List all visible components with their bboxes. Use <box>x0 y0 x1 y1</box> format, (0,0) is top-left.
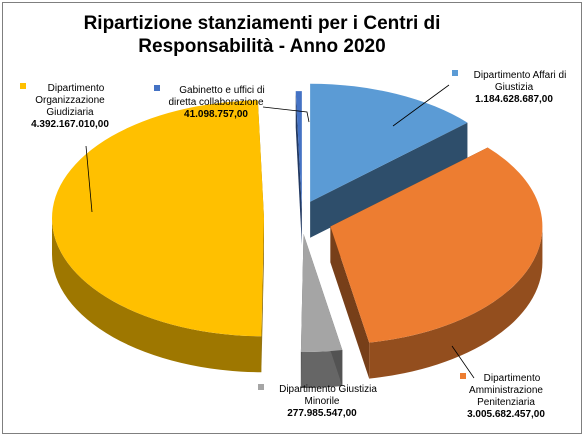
label-text-penitenziaria: Dipartimento <box>484 373 541 384</box>
slice-penitenziaria <box>330 147 543 379</box>
slice-gabinetto <box>295 91 302 246</box>
slice-giudiziaria-top <box>52 100 265 337</box>
slice-minorile-top <box>300 233 343 352</box>
slice-gabinetto-side-1 <box>295 91 302 246</box>
label-marker-giudiziaria <box>20 83 26 89</box>
data-label-affari: Dipartimento Affari diGiustizia1.184.628… <box>452 70 566 105</box>
slice-penitenziaria-top <box>330 147 543 343</box>
label-text-giudiziaria: Organizzazione <box>35 95 105 106</box>
pie-slices <box>52 83 543 388</box>
label-text-penitenziaria: Amministrazione <box>469 385 543 396</box>
label-marker-affari <box>452 70 458 76</box>
slice-gabinetto-top <box>295 91 302 210</box>
data-label-minorile: Dipartimento GiustiziaMinorile277.985.54… <box>258 384 377 419</box>
slice-giudiziaria-side-1 <box>261 218 265 373</box>
slice-giudiziaria <box>52 100 265 373</box>
label-text-giudiziaria: Giudiziaria <box>46 107 94 118</box>
label-text-minorile: Dipartimento Giustizia <box>279 384 377 395</box>
slice-penitenziaria-side-2 <box>330 226 370 379</box>
slice-giudiziaria-wall <box>52 218 262 373</box>
slice-minorile-wall <box>300 349 343 388</box>
leader-line-affari <box>392 84 450 127</box>
label-text-gabinetto: diretta collaborazione <box>168 97 263 108</box>
label-text-penitenziaria: Penitenziaria <box>477 397 535 408</box>
chart-title-line-2: Responsabilità - Anno 2020 <box>138 36 385 57</box>
slice-penitenziaria-wall <box>369 226 543 379</box>
label-text-affari: Giustizia <box>495 82 534 93</box>
chart-title: Ripartizione stanziamenti per i Centri d… <box>84 13 441 57</box>
data-labels: Dipartimento Affari diGiustizia1.184.628… <box>20 70 566 420</box>
label-value-gabinetto: 41.098.757,00 <box>184 109 248 120</box>
slice-affari <box>310 83 468 238</box>
slice-minorile <box>300 233 343 388</box>
leader-lines <box>85 84 475 379</box>
slice-affari-side-2 <box>310 122 468 238</box>
label-marker-minorile <box>258 384 264 390</box>
label-text-giudiziaria: Dipartimento <box>48 83 105 94</box>
label-text-gabinetto: Gabinetto e uffici di <box>179 85 264 96</box>
chart-title-line-1: Ripartizione stanziamenti per i Centri d… <box>84 13 441 34</box>
data-label-giudiziaria: DipartimentoOrganizzazioneGiudiziaria4.3… <box>20 83 109 130</box>
label-marker-gabinetto <box>154 85 160 91</box>
label-marker-penitenziaria <box>460 373 466 379</box>
leader-line-gabinetto <box>262 106 310 123</box>
label-value-giudiziaria: 4.392.167.010,00 <box>31 119 109 130</box>
data-label-penitenziaria: DipartimentoAmministrazionePenitenziaria… <box>460 373 545 420</box>
leader-line-giudiziaria <box>85 145 93 213</box>
label-text-minorile: Minorile <box>304 396 339 407</box>
label-value-minorile: 277.985.547,00 <box>287 408 357 419</box>
label-value-penitenziaria: 3.005.682.457,00 <box>467 409 545 420</box>
slice-affari-top <box>310 83 468 202</box>
label-value-affari: 1.184.628.687,00 <box>475 94 553 105</box>
leader-line-penitenziaria <box>451 345 475 379</box>
label-text-affari: Dipartimento Affari di <box>474 70 567 81</box>
